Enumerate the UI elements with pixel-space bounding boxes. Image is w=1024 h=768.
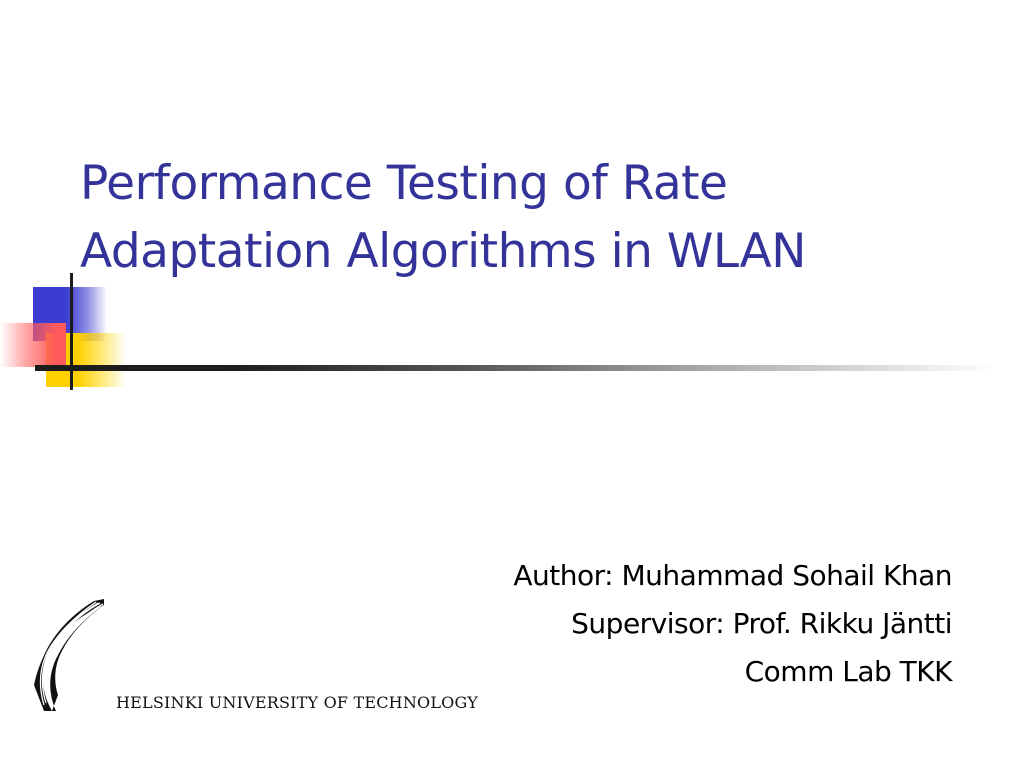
supervisor-line: Supervisor: Prof. Rikku Jäntti <box>571 607 952 640</box>
decorative-vertical-line <box>70 273 73 390</box>
helsinki-university-logo-icon <box>34 599 105 711</box>
slide-title: Performance Testing of Rate Adaptation A… <box>80 150 980 286</box>
credits-block: Author: Muhammad Sohail Khan Supervisor:… <box>513 552 952 696</box>
university-name: HELSINKI UNIVERSITY OF TECHNOLOGY <box>116 693 478 712</box>
author-line: Author: Muhammad Sohail Khan <box>513 559 952 592</box>
decorative-red-square <box>0 323 66 367</box>
affiliation-line: Comm Lab TKK <box>744 655 953 688</box>
title-line-2: Adaptation Algorithms in WLAN <box>80 224 806 279</box>
title-line-1: Performance Testing of Rate <box>80 156 728 211</box>
decorative-horizontal-line <box>35 365 995 371</box>
